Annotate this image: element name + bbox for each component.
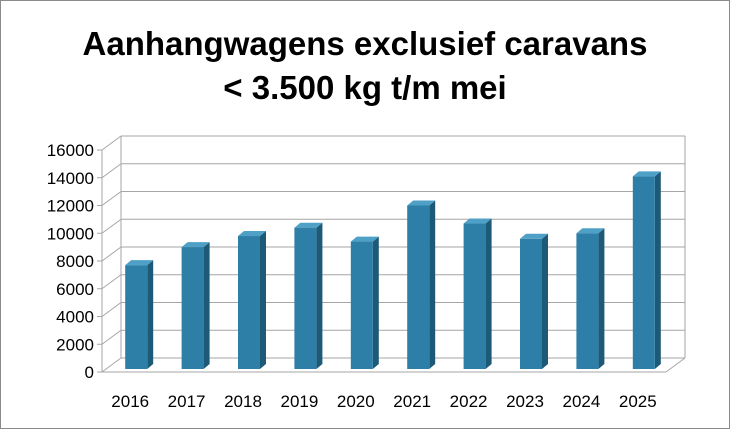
chart-title-line-1: Aanhangwagens exclusief caravans (82, 25, 648, 62)
bar (632, 176, 655, 369)
bar-side (147, 260, 154, 369)
x-tick-label: 2017 (168, 392, 206, 411)
y-tick-label: 8000 (56, 252, 94, 271)
bar-top (294, 222, 323, 228)
bar (125, 265, 148, 369)
bar (350, 241, 373, 369)
grid-depth-line (101, 191, 122, 206)
bar-side (654, 171, 661, 369)
x-tick-label: 2021 (393, 392, 431, 411)
y-tick-label: 16000 (47, 141, 94, 160)
grid-depth-line (101, 302, 122, 317)
y-tick-label: 2000 (56, 335, 94, 354)
bar-side (542, 233, 548, 369)
grid-depth-line (101, 246, 122, 262)
bar-side (316, 222, 323, 369)
bar-top (463, 218, 492, 224)
bar-side (203, 242, 210, 369)
bar-top (520, 233, 548, 239)
bar (238, 236, 260, 369)
bar (576, 233, 599, 369)
bar-side (598, 228, 605, 369)
y-tick-label: 12000 (47, 197, 94, 216)
floor-right-edge (665, 357, 686, 373)
y-tick-label: 6000 (56, 280, 94, 299)
bar-top (407, 200, 436, 206)
x-tick-label: 2025 (619, 392, 657, 411)
grid-depth-line (101, 218, 122, 234)
bar-side (485, 218, 492, 369)
bar-top (181, 242, 210, 248)
y-tick-label: 4000 (56, 308, 94, 327)
x-tick-label: 2024 (562, 392, 600, 411)
x-tick-label: 2023 (506, 392, 544, 411)
bar (520, 238, 542, 369)
bar (463, 223, 486, 369)
bar (181, 247, 204, 369)
y-tick-label: 14000 (47, 169, 94, 188)
y-tick-label: 10000 (47, 224, 94, 243)
chart-title: Aanhangwagens exclusief caravans < 3.500… (0, 22, 730, 110)
bar (294, 227, 317, 369)
x-tick-label: 2020 (337, 392, 375, 411)
grid-depth-line (101, 357, 122, 373)
bar (407, 205, 430, 369)
bar-top (576, 228, 605, 234)
bar-top (125, 260, 154, 266)
grid-depth-line (101, 163, 122, 179)
x-tick-label: 2022 (450, 392, 488, 411)
grid-depth-line (101, 274, 122, 290)
bar-side (429, 200, 436, 369)
bar-top (350, 236, 379, 242)
grid-depth-line (101, 329, 122, 345)
chart-title-line-2: < 3.500 kg t/m mei (223, 69, 507, 106)
x-tick-label: 2016 (111, 392, 149, 411)
bar-top (632, 171, 661, 177)
bar-side (372, 236, 379, 369)
y-tick-label: 0 (85, 363, 94, 382)
x-tick-label: 2019 (280, 392, 318, 411)
bar-side (260, 231, 266, 369)
x-tick-label: 2018 (224, 392, 262, 411)
grid-depth-line (101, 135, 122, 151)
bar-top (238, 231, 266, 237)
